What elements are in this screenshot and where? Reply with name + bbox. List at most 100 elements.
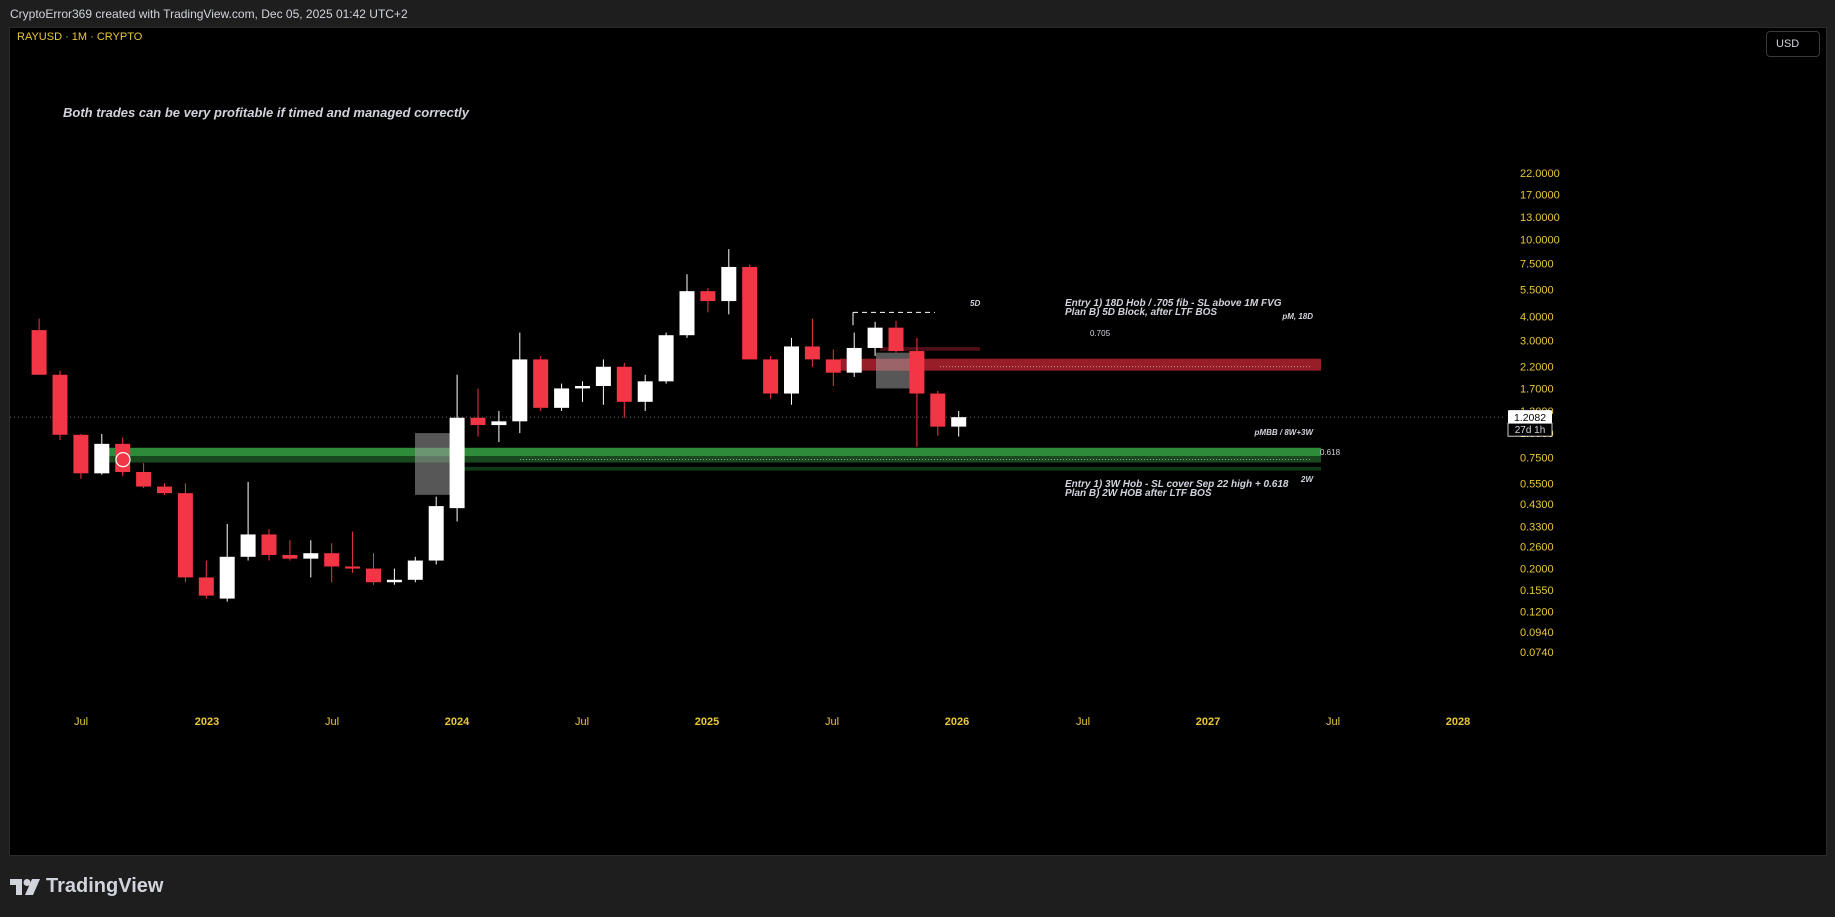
y-axis-tick-label: 0.5500 [1520,478,1554,490]
label-pm-18d: pM, 18D [1281,312,1313,321]
candle-body[interactable] [888,327,904,352]
chart-frame[interactable]: RAYUSD · 1M · CRYPTO Both trades can be v… [9,27,1827,856]
candle-body[interactable] [784,346,799,394]
candle-body[interactable] [219,556,235,599]
y-axis-tick-label: 0.1200 [1520,607,1554,619]
x-axis-tick-label: 2028 [1446,716,1470,728]
last-price-value: 1.2082 [1514,412,1546,424]
candle-body[interactable] [721,266,737,302]
candle-body[interactable] [554,388,570,408]
candle-body[interactable] [930,393,946,427]
candle-body[interactable] [428,506,444,561]
x-axis-tick-label: 2027 [1196,716,1220,728]
x-axis-tick-label: Jul [325,716,339,728]
currency-selector[interactable]: USD [1766,31,1820,57]
candle-body[interactable] [658,335,674,382]
candle-body[interactable] [115,443,131,472]
candle-body[interactable] [198,577,214,596]
countdown-tag [1507,422,1553,437]
candle-body[interactable] [177,493,193,578]
label-fib-0618: 0.618 [1320,448,1341,457]
candle-body[interactable] [867,327,883,348]
y-axis-tick-label: 7.5000 [1520,259,1554,271]
note-text: Both trades can be very profitable if ti… [63,105,470,120]
candle-body[interactable] [52,374,68,435]
label-5d: 5D [970,299,980,308]
upper-planb-text: Plan B) 5D Block, after LTF BOS [1065,307,1217,318]
candle-body[interactable] [31,330,47,375]
candle-body[interactable] [345,566,361,569]
y-axis-tick-label: 17.0000 [1520,190,1560,202]
candle-body[interactable] [240,534,256,557]
brand-name: TradingView [46,875,164,897]
highlight-box-2024 [415,433,455,495]
footer [0,856,1835,917]
attribution-text: CryptoError369 created with TradingView.… [10,7,408,21]
candle-body[interactable] [157,486,172,494]
candle-body[interactable] [846,347,862,373]
candle-body[interactable] [449,417,465,509]
y-axis-tick-label: 0.1550 [1520,585,1554,597]
symbol-label: RAYUSD · 1M · CRYPTO [17,31,143,43]
candle-body[interactable] [491,421,507,426]
marker-circle [115,451,131,468]
tradingview-brand[interactable]: TradingView [10,875,163,898]
red-5d-zone [880,347,980,351]
last-price-tag [1508,410,1552,424]
candle-body[interactable] [261,534,277,555]
candle-body[interactable] [407,560,423,580]
candle-body[interactable] [386,579,402,583]
y-axis-tick-label: 4.0000 [1520,311,1554,323]
tradingview-logo-icon [10,878,40,895]
highlight-box-2025 [876,352,916,389]
x-axis-tick-label: 2024 [445,716,470,728]
candle-body[interactable] [637,381,653,402]
candle-body[interactable] [282,554,298,559]
candle-body[interactable] [595,366,611,386]
candle-body[interactable] [324,553,340,567]
green-demand-zone [104,447,1321,457]
candle-body[interactable] [575,385,590,389]
candle-body[interactable] [825,359,841,373]
lower-entry-text: Entry 1) 3W Hob - SL cover Sep 22 high +… [1065,479,1289,490]
candle-body[interactable] [742,266,758,360]
y-axis-tick-label: 0.2600 [1520,541,1554,553]
x-axis-tick-label: Jul [74,716,88,728]
upper-entry-text: Entry 1) 18D Hob / .705 fib - SL above 1… [1065,298,1282,309]
candle-body[interactable] [763,359,779,394]
label-fib-0705: 0.705 [1090,329,1111,338]
x-axis-tick-label: Jul [575,716,589,728]
candle-body[interactable] [804,346,820,360]
candle-body[interactable] [616,366,632,402]
y-axis-tick-label: 0.2000 [1520,564,1554,576]
candlestick-chart[interactable]: RAYUSD · 1M · CRYPTO Both trades can be v… [10,28,1826,855]
candle-body[interactable] [951,417,967,427]
y-axis-tick-label: 0.3300 [1520,521,1554,533]
x-axis-tick-label: 2026 [945,716,969,728]
x-axis-tick-label: Jul [1076,716,1090,728]
candle-body[interactable] [94,443,110,474]
attribution-bar: CryptoError369 created with TradingView.… [0,0,1835,27]
green-zone-extension [455,466,1321,471]
label-pmbb: pMBB / 8W+3W [1254,428,1315,437]
y-axis-tick-label: 1.7000 [1520,383,1554,395]
y-axis-tick-label: 22.0000 [1520,168,1560,180]
candle-body[interactable] [700,291,716,302]
y-axis-tick-label: 10.0000 [1520,234,1560,246]
y-axis-tick-label: 0.4300 [1520,499,1554,511]
countdown-value: 27d 1h [1515,425,1546,436]
lower-planb-text: Plan B) 2W HOB after LTF BOS [1065,488,1212,499]
candle-body[interactable] [679,291,695,336]
candle-body[interactable] [512,359,528,422]
candle-body[interactable] [136,471,152,487]
y-axis-tick-label: 0.0940 [1520,627,1554,639]
candle-body[interactable] [73,434,89,474]
candle-body[interactable] [533,359,549,408]
y-axis-tick-label: 0.0740 [1520,647,1554,659]
candle-body[interactable] [366,568,381,583]
y-axis-tick-label: 13.0000 [1520,212,1560,224]
candle-body[interactable] [303,553,319,559]
candle-body[interactable] [470,417,486,426]
candle-body[interactable] [909,351,925,394]
y-axis-tick-label: 5.5000 [1520,285,1554,297]
